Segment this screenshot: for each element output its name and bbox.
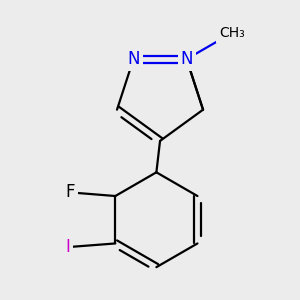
Text: N: N xyxy=(127,50,140,68)
Text: F: F xyxy=(65,183,75,201)
Text: CH₃: CH₃ xyxy=(219,26,245,40)
Text: I: I xyxy=(65,238,70,256)
Text: N: N xyxy=(180,50,193,68)
